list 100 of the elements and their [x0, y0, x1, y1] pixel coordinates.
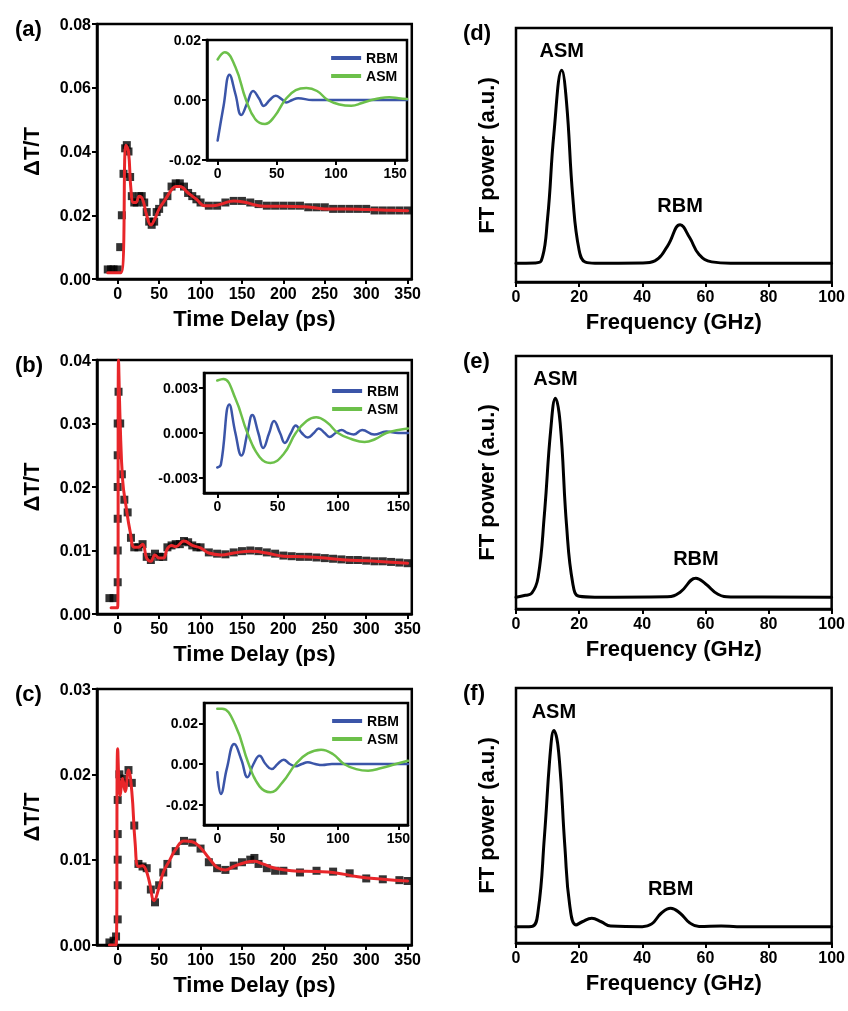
x-tick-label: 250 [311, 619, 339, 637]
annotation: ASM [531, 699, 577, 722]
y-tick-label: 0.08 [59, 15, 92, 33]
y-tick-label: 0.02 [59, 206, 92, 224]
chart-title: (c) [15, 680, 42, 706]
x-tick-label: 50 [269, 830, 286, 846]
x-axis-title: Frequency (GHz) [585, 308, 762, 334]
x-tick-label: 60 [696, 287, 715, 305]
legend-label: ASM [367, 401, 399, 417]
x-tick-label: 350 [394, 284, 422, 302]
y-tick-label: 0.02 [59, 765, 92, 783]
x-tick-label: 40 [633, 614, 652, 632]
x-tick-label: 150 [386, 498, 411, 514]
y-tick-label: 0.00 [173, 92, 202, 108]
x-tick-label: 0 [113, 284, 123, 302]
annotation: RBM [657, 193, 703, 216]
x-tick-label: 350 [394, 950, 422, 968]
x-tick-label: 150 [383, 165, 408, 181]
x-tick-label: 0 [113, 950, 123, 968]
x-tick-label: 350 [394, 619, 422, 637]
y-tick-label: 0.00 [59, 605, 92, 623]
x-tick-label: 80 [759, 287, 778, 305]
x-tick-label: 50 [269, 165, 285, 181]
x-tick-label: 250 [311, 284, 339, 302]
y-tick-label: 0.000 [162, 425, 199, 441]
x-tick-label: 100 [818, 948, 846, 966]
x-tick-label: 150 [386, 830, 411, 846]
x-tick-label: 40 [633, 948, 652, 966]
x-tick-label: 50 [150, 619, 169, 637]
x-tick-label: 250 [311, 950, 339, 968]
x-tick-label: 100 [818, 614, 846, 632]
x-tick-label: 0 [511, 614, 521, 632]
x-tick-label: 0 [511, 948, 521, 966]
y-tick-label: 0.00 [170, 756, 199, 772]
y-tick-label: 0.02 [59, 478, 92, 496]
chart-title: (a) [15, 15, 42, 41]
chart-title: (e) [463, 347, 490, 373]
annotation: RBM [673, 547, 719, 570]
x-tick-label: 0 [213, 498, 222, 514]
y-tick-label: 0.003 [162, 380, 199, 396]
legend-label: RBM [366, 50, 399, 66]
x-tick-label: 200 [270, 619, 297, 637]
legend-label: RBM [367, 713, 400, 729]
y-tick-label: 0.03 [59, 680, 92, 698]
y-tick-label: -0.02 [166, 796, 199, 813]
x-tick-label: 20 [570, 948, 589, 966]
x-tick-label: 300 [352, 950, 380, 968]
y-tick-label: 0.00 [59, 936, 92, 954]
y-axis-title: FT power (a.u.) [473, 404, 499, 561]
y-axis-title: FT power (a.u.) [473, 77, 499, 234]
legend-label: RBM [367, 383, 400, 399]
x-tick-label: 300 [352, 619, 380, 637]
x-axis-title: Time Delay (ps) [173, 640, 336, 666]
x-tick-label: 100 [187, 619, 214, 637]
x-tick-label: 100 [187, 950, 214, 968]
annotation: ASM [539, 39, 584, 62]
y-tick-label: -0.003 [158, 470, 199, 486]
x-tick-label: 300 [352, 284, 380, 302]
annotation: ASM [533, 367, 578, 390]
x-tick-label: 80 [759, 948, 778, 966]
x-tick-label: 50 [150, 950, 169, 968]
x-tick-label: 200 [270, 950, 297, 968]
x-tick-label: 80 [759, 614, 778, 632]
y-tick-label: 0.01 [59, 851, 92, 869]
x-tick-label: 0 [213, 830, 222, 846]
x-tick-label: 150 [228, 284, 256, 302]
x-tick-label: 200 [270, 284, 297, 302]
x-tick-label: 150 [228, 950, 256, 968]
x-tick-label: 100 [326, 498, 350, 514]
y-axis-title: ΔT/T [18, 462, 44, 512]
y-tick-label: 0.00 [59, 270, 92, 288]
y-tick-label: 0.02 [173, 32, 202, 48]
y-tick-label: 0.01 [59, 542, 92, 559]
x-tick-label: 0 [213, 165, 222, 181]
x-tick-label: 20 [570, 287, 589, 305]
x-tick-label: 100 [326, 830, 350, 846]
y-tick-label: 0.03 [59, 415, 92, 432]
x-tick-label: 20 [570, 614, 589, 632]
y-tick-label: 0.06 [59, 79, 92, 97]
legend-label: ASM [367, 731, 399, 747]
x-tick-label: 100 [324, 165, 348, 181]
chart-title: (f) [463, 679, 485, 705]
x-tick-label: 100 [187, 284, 214, 302]
x-tick-label: 100 [818, 287, 846, 305]
y-tick-label: 0.04 [59, 351, 92, 369]
y-axis-title: ΔT/T [18, 126, 44, 176]
x-axis-title: Frequency (GHz) [585, 969, 762, 995]
x-tick-label: 60 [696, 948, 715, 966]
y-tick-label: -0.02 [169, 152, 202, 168]
legend-label: ASM [366, 68, 398, 84]
chart-title: (d) [463, 19, 492, 45]
x-tick-label: 0 [113, 619, 123, 637]
x-tick-label: 40 [633, 287, 652, 305]
y-tick-label: 0.04 [59, 143, 92, 160]
x-tick-label: 150 [228, 619, 256, 637]
x-axis-title: Frequency (GHz) [585, 635, 762, 661]
y-axis-title: ΔT/T [18, 792, 44, 842]
y-axis-title: FT power (a.u.) [473, 737, 499, 894]
y-tick-label: 0.02 [170, 715, 199, 732]
x-tick-label: 60 [696, 614, 715, 632]
